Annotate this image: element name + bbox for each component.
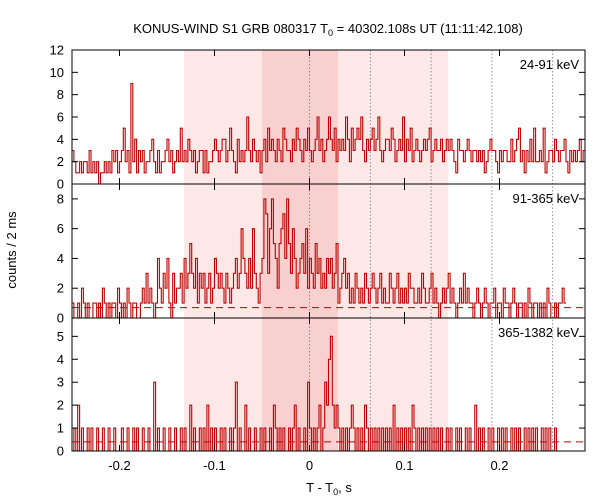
y-tick-label: 5 xyxy=(57,329,64,344)
vertical-dotted-lines xyxy=(309,50,554,451)
y-tick-label: 4 xyxy=(57,352,64,367)
panel-frame-3 xyxy=(71,317,586,452)
shaded-interval-light xyxy=(184,50,262,451)
series-line-panel-2 xyxy=(72,198,566,319)
y-tick-label: 8 xyxy=(57,87,64,102)
y-tick-label: 0 xyxy=(57,444,64,459)
y-tick-label: 2 xyxy=(57,398,64,413)
x-tick-label: 0 xyxy=(306,458,313,473)
y-tick-label: 6 xyxy=(57,221,64,236)
band-label-panel-3: 365-1382 keV xyxy=(498,325,579,340)
x-tick-label: -0.1 xyxy=(203,458,225,473)
band-label-panel-2: 91-365 keV xyxy=(513,191,580,206)
x-axis-ticks: -0.2 -0.1 0 0.1 0.2 xyxy=(108,50,509,473)
series-line-panel-3 xyxy=(72,335,559,452)
shaded-interval-medium xyxy=(262,50,338,451)
x-tick-label: -0.2 xyxy=(108,458,130,473)
energy-band-labels: 24-91 keV 91-365 keV 365-1382 keV xyxy=(498,57,579,340)
y-tick-label: 4 xyxy=(57,132,64,147)
y-tick-label: 1 xyxy=(57,421,64,436)
x-axis-title: T - T0, s xyxy=(306,480,352,497)
y-tick-label: 2 xyxy=(57,281,64,296)
y-tick-label: 4 xyxy=(57,251,64,266)
y-tick-label: 10 xyxy=(50,65,64,80)
series-line-panel-1 xyxy=(72,82,585,185)
y-tick-label: 8 xyxy=(57,191,64,206)
y-tick-label: 0 xyxy=(57,177,64,192)
x-tick-label: 0.1 xyxy=(395,458,413,473)
x-tick-label: 0.2 xyxy=(490,458,508,473)
shaded-interval-light xyxy=(338,50,449,451)
y-tick-label: 6 xyxy=(57,110,64,125)
y-axis-title: counts / 2 ms xyxy=(4,211,19,289)
band-label-panel-1: 24-91 keV xyxy=(520,57,580,72)
count-series xyxy=(72,82,585,452)
y-tick-label: 3 xyxy=(57,375,64,390)
y-tick-label: 12 xyxy=(50,43,64,58)
chart-title: KONUS-WIND S1 GRB 080317 T0 = 40302.108s… xyxy=(133,21,523,38)
shaded-intervals xyxy=(184,50,449,451)
y-tick-label: 2 xyxy=(57,154,64,169)
y-tick-label: 0 xyxy=(57,311,64,326)
